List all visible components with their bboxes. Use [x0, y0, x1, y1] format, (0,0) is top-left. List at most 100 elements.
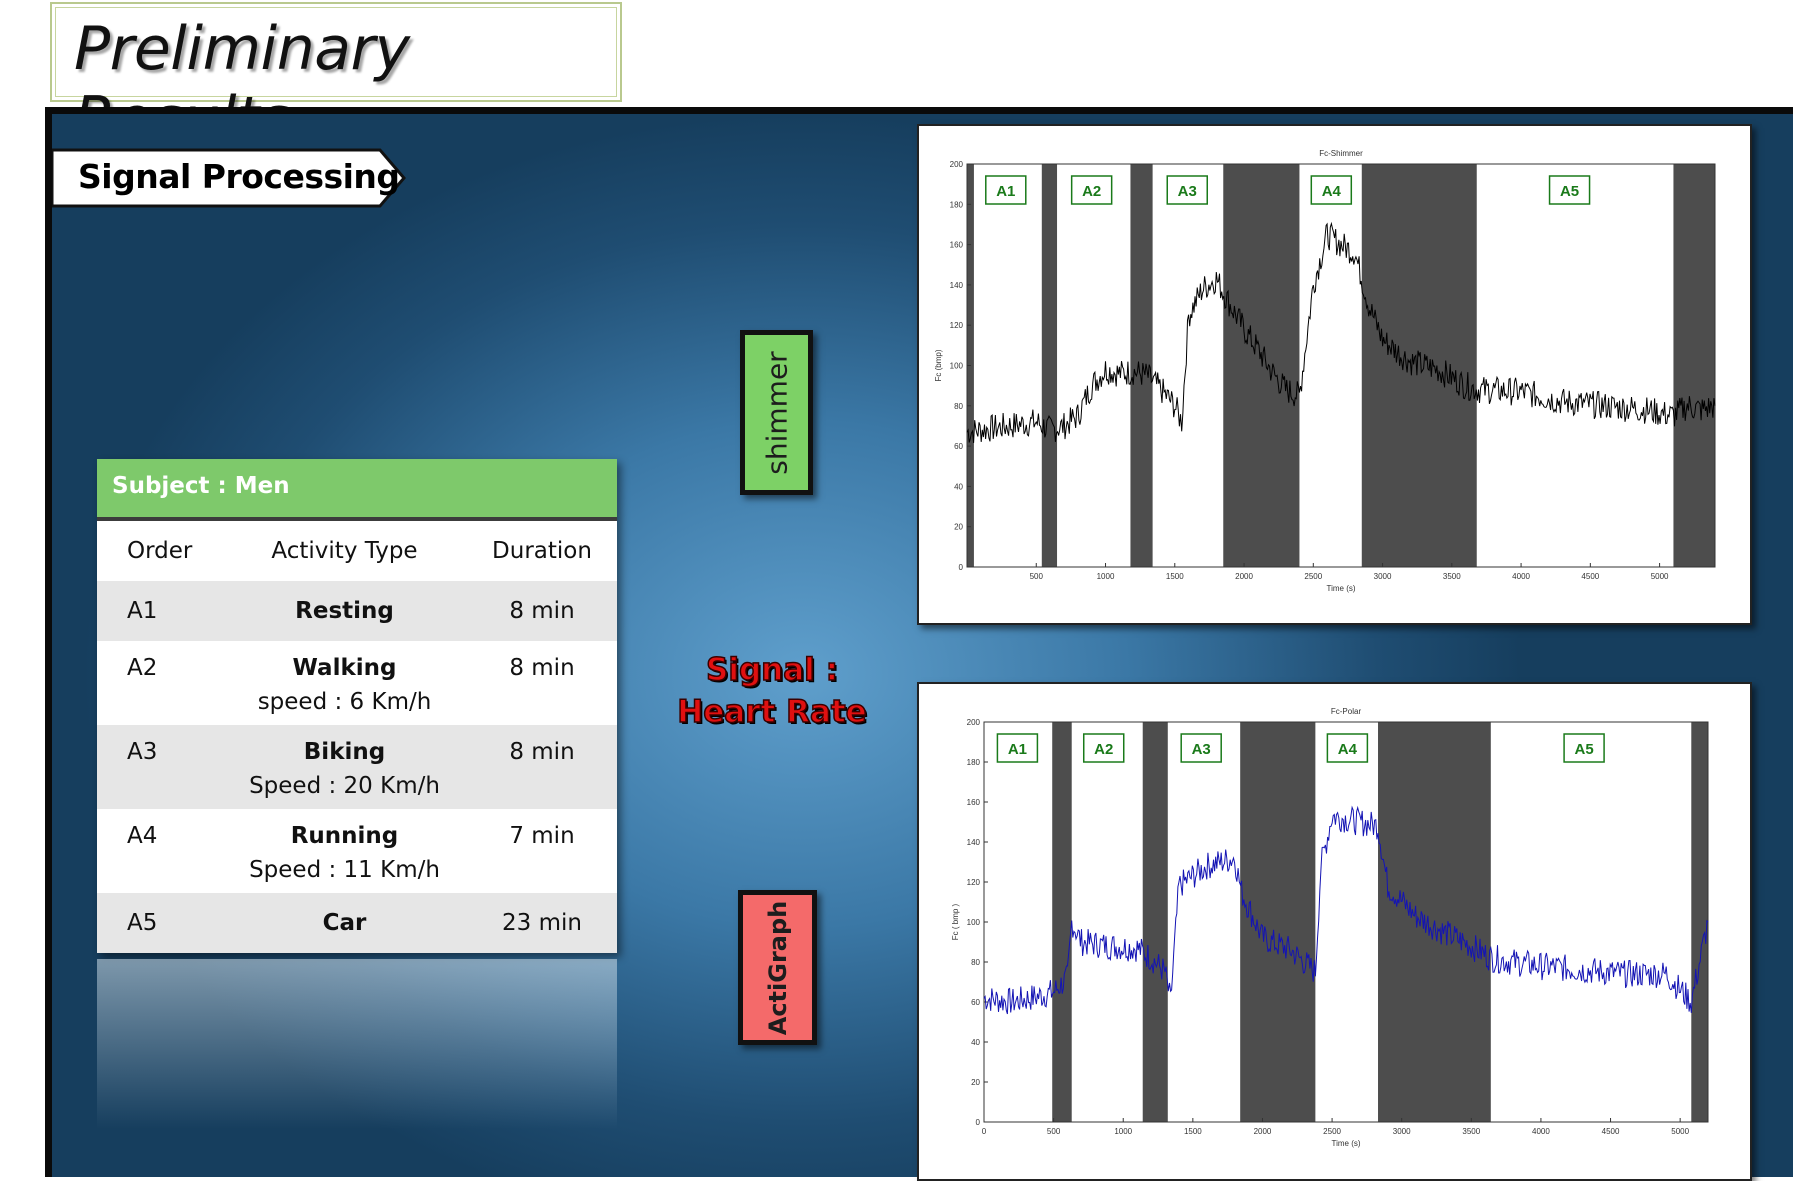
activity-name: Biking [303, 739, 386, 765]
x-tick-label: 500 [1030, 572, 1044, 581]
activity-speed: Speed : 11 Km/h [249, 857, 440, 883]
y-tick-label: 20 [954, 523, 963, 532]
activity-cell: Walking speed : 6 Km/h [222, 651, 467, 725]
chart-title: Fc-Polar [1331, 707, 1362, 716]
activity-speed: Speed : 20 Km/h [249, 773, 440, 799]
order-cell: A2 [127, 655, 158, 681]
actigraph-logo: ActiGraph [738, 890, 817, 1045]
x-tick-label: 4500 [1602, 1127, 1620, 1136]
activity-name: Running [290, 823, 399, 849]
duration-cell: 23 min [502, 910, 582, 936]
plot-frame [983, 721, 1709, 1123]
table-row: A3 Biking Speed : 20 Km/h 8 min [97, 725, 617, 809]
activity-annotation-label: A1 [996, 183, 1015, 200]
activity-cell: Resting [295, 598, 394, 624]
y-tick-label: 160 [950, 241, 964, 250]
y-tick-label: 100 [950, 362, 964, 371]
plot-frame [966, 163, 1716, 568]
shimmer-chart-card: Fc-Shimmer 500 1000 1500 2000 2500 3000 3500 400… [917, 124, 1752, 625]
section-label: Signal Processing [78, 157, 400, 196]
y-tick-label: 120 [967, 878, 981, 887]
y-tick-label: 200 [950, 160, 964, 169]
x-tick-label: 4500 [1581, 572, 1599, 581]
section-tag-shape [52, 148, 406, 208]
x-tick-label: 3000 [1374, 572, 1392, 581]
activity-name: Walking [292, 655, 397, 681]
table-row: A4 Running Speed : 11 Km/h 7 min [97, 809, 617, 893]
x-axis-label: Time (s) [1331, 1139, 1360, 1148]
y-axis-label: Fc (bmp) [934, 349, 943, 381]
activity-annotation-box [1310, 175, 1353, 205]
activity-annotation-label: A3 [1178, 183, 1197, 200]
x-tick-label: 1500 [1166, 572, 1184, 581]
y-tick-label: 20 [971, 1078, 980, 1087]
y-tick-label: 80 [971, 958, 980, 967]
activity-cell: Biking Speed : 20 Km/h [222, 735, 467, 809]
activity-speed: speed : 6 Km/h [257, 689, 432, 715]
y-tick-label: 0 [959, 563, 964, 572]
x-tick-label: 5000 [1671, 1127, 1689, 1136]
x-tick-label: 500 [1047, 1127, 1061, 1136]
activity-annotation-box [1548, 175, 1591, 205]
table-row: A2 Walking speed : 6 Km/h 8 min [97, 641, 617, 725]
activity-cell: Running Speed : 11 Km/h [222, 819, 467, 893]
signal-label: Signal : Heart Rate [667, 649, 877, 733]
x-tick-label: 2000 [1254, 1127, 1272, 1136]
section-tag: Signal Processing [52, 147, 412, 209]
actigraph-logo-text: ActiGraph [763, 900, 792, 1035]
signal-label-line2: Heart Rate [677, 693, 868, 731]
content-panel: Signal Processing Subject : Men Order Ac… [45, 107, 1793, 1181]
x-tick-label: 3000 [1393, 1127, 1411, 1136]
x-tick-label: 3500 [1462, 1127, 1480, 1136]
y-axis-label: Fc ( bmp ) [951, 903, 960, 940]
x-tick-label: 1000 [1097, 572, 1115, 581]
column-header-order: Order [127, 538, 193, 564]
table-reflection [97, 959, 617, 1129]
activity-annotation-box [1166, 175, 1208, 205]
shaded-region [1130, 164, 1153, 567]
shaded-region [1142, 722, 1168, 1122]
x-tick-label: 4000 [1532, 1127, 1550, 1136]
y-tick-label: 60 [971, 998, 980, 1007]
shaded-region [1240, 722, 1316, 1122]
x-tick-label: 2500 [1323, 1127, 1341, 1136]
x-tick-label: 2000 [1235, 572, 1253, 581]
order-cell: A1 [127, 598, 158, 624]
shaded-region [1691, 722, 1708, 1122]
activity-annotation-box [1180, 733, 1222, 763]
shaded-region [1052, 722, 1072, 1122]
activity-annotation-label: A2 [1094, 741, 1113, 758]
heart-rate-series-line [966, 221, 1716, 443]
heart-rate-series-line [983, 805, 1709, 1015]
activity-annotation-box [1563, 733, 1605, 763]
y-tick-label: 160 [967, 798, 981, 807]
y-tick-label: 100 [967, 918, 981, 927]
y-tick-label: 140 [967, 838, 981, 847]
duration-cell: 8 min [509, 655, 575, 681]
y-tick-label: 200 [967, 718, 981, 727]
x-tick-label: 5000 [1651, 572, 1669, 581]
column-header-duration: Duration [492, 538, 592, 564]
order-cell: A3 [127, 739, 158, 765]
activity-annotation-label: A5 [1574, 741, 1593, 758]
table-column-headers: Order Activity Type Duration [97, 521, 617, 581]
column-header-activity: Activity Type [271, 538, 418, 564]
y-tick-label: 140 [950, 281, 964, 290]
activity-annotation-label: A1 [1008, 741, 1027, 758]
activity-annotation-label: A5 [1560, 183, 1579, 200]
shimmer-logo-text: shimmer [760, 350, 793, 475]
signal-label-line1: Signal : [705, 651, 838, 689]
activity-annotation-box [985, 175, 1027, 205]
y-tick-label: 80 [954, 402, 963, 411]
chart-title: Fc-Shimmer [1319, 149, 1363, 158]
activity-annotation-box [1326, 733, 1369, 763]
duration-cell: 7 min [509, 823, 575, 849]
activity-annotation-label: A2 [1082, 183, 1101, 200]
y-tick-label: 120 [950, 321, 964, 330]
shimmer-logo: shimmer [740, 330, 813, 495]
x-tick-label: 1000 [1114, 1127, 1132, 1136]
y-tick-label: 40 [954, 482, 963, 491]
activity-annotation-label: A4 [1338, 741, 1358, 758]
